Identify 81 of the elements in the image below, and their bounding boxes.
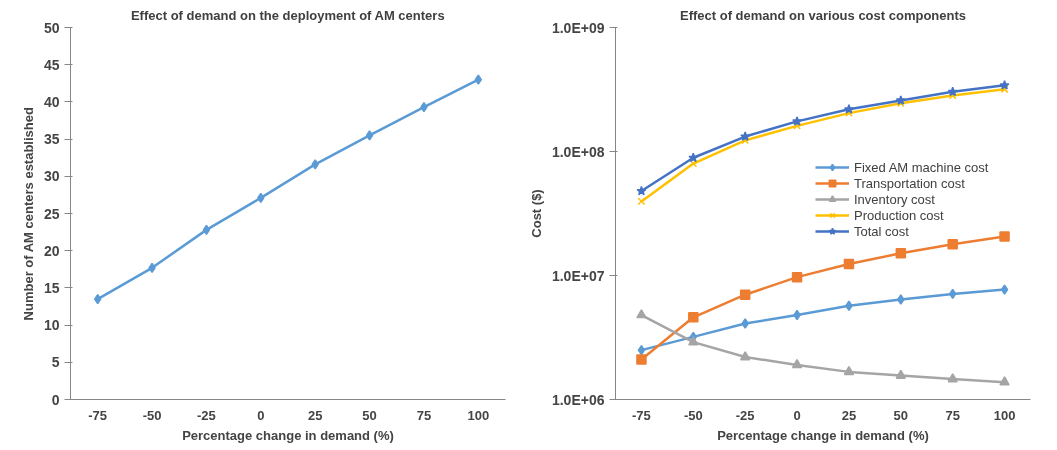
x-tick-label: 50 <box>893 407 909 423</box>
y-tick-label: 35 <box>43 131 60 148</box>
legend-label: Production cost <box>854 207 944 223</box>
point <box>1000 85 1009 94</box>
y-tick-label: 30 <box>43 168 60 185</box>
x-tick-label: -50 <box>683 407 703 423</box>
point <box>688 336 699 346</box>
y-tick-label: 1.0E+07 <box>551 267 605 284</box>
point <box>637 344 646 356</box>
point <box>999 80 1010 90</box>
point <box>93 293 102 305</box>
x-tick-label: 75 <box>945 407 960 423</box>
y-tick-label: 1.0E+08 <box>551 143 605 160</box>
y-tick-label: 1.0E+06 <box>551 391 605 408</box>
y-tick-label: 0 <box>51 391 60 408</box>
point <box>895 369 907 379</box>
point <box>947 373 958 383</box>
point <box>948 91 957 100</box>
x-tick-label: -25 <box>197 407 216 423</box>
point <box>688 312 699 323</box>
y-tick-label: 5 <box>51 354 60 371</box>
x-tick-label: 50 <box>362 407 377 423</box>
point <box>311 159 319 170</box>
legend-label: Transportation cost <box>854 175 965 191</box>
y-tick-label: 10 <box>43 317 60 334</box>
x-tick-label: 25 <box>841 407 857 423</box>
x-tick-label: -50 <box>142 407 162 423</box>
point <box>947 238 958 250</box>
x-tick-label: 25 <box>307 407 323 423</box>
y-tick-label: 15 <box>43 279 60 296</box>
y-tick-label: 50 <box>43 19 60 36</box>
x-tick-label: -75 <box>632 407 651 423</box>
point <box>637 197 646 206</box>
point <box>843 365 855 376</box>
chart-title: Effect of demand on the deployment of AM centers <box>130 7 445 23</box>
y-tick-label: 1.0E+09 <box>551 19 605 36</box>
point <box>739 351 751 361</box>
point <box>948 288 957 300</box>
point <box>792 116 803 126</box>
point <box>843 258 855 270</box>
point <box>791 271 803 283</box>
x-axis-title: Percentage change in demand (%) <box>717 427 929 443</box>
x-tick-label: 75 <box>416 407 432 423</box>
chart-title: Effect of demand on various cost components <box>679 7 967 23</box>
point <box>636 185 647 196</box>
point <box>636 309 647 319</box>
x-tick-label: 0 <box>793 407 801 423</box>
x-tick-label: -25 <box>735 407 755 423</box>
y-tick-label: 40 <box>43 93 60 110</box>
point <box>895 248 907 259</box>
point <box>739 289 751 300</box>
x-tick-label: 100 <box>467 407 490 423</box>
legend-label: Fixed AM machine cost <box>854 159 989 175</box>
x-axis-title: Percentage change in demand (%) <box>182 427 394 443</box>
point <box>636 354 647 365</box>
point <box>740 131 751 141</box>
x-tick-label: 0 <box>257 407 265 423</box>
y-axis-title: Cost ($) <box>528 189 544 238</box>
legend-label: Total cost <box>854 223 909 239</box>
y-axis-title: Number of AM centers established <box>20 107 36 321</box>
x-tick-label: -75 <box>88 407 108 423</box>
point <box>843 104 854 114</box>
y-tick-label: 45 <box>43 56 60 73</box>
point <box>897 294 905 305</box>
point <box>741 318 749 329</box>
point <box>999 376 1010 386</box>
y-tick-label: 25 <box>43 205 60 222</box>
legend-label: Inventory cost <box>854 191 935 207</box>
x-tick-label: 100 <box>993 407 1016 423</box>
point <box>793 121 801 130</box>
point <box>845 109 853 118</box>
point <box>1000 284 1009 295</box>
y-tick-label: 20 <box>43 242 60 259</box>
point <box>791 358 803 369</box>
point <box>999 231 1010 242</box>
point <box>365 130 374 141</box>
point <box>202 224 211 236</box>
point <box>895 95 906 105</box>
point <box>688 152 699 163</box>
point <box>474 74 483 85</box>
point <box>947 86 958 97</box>
